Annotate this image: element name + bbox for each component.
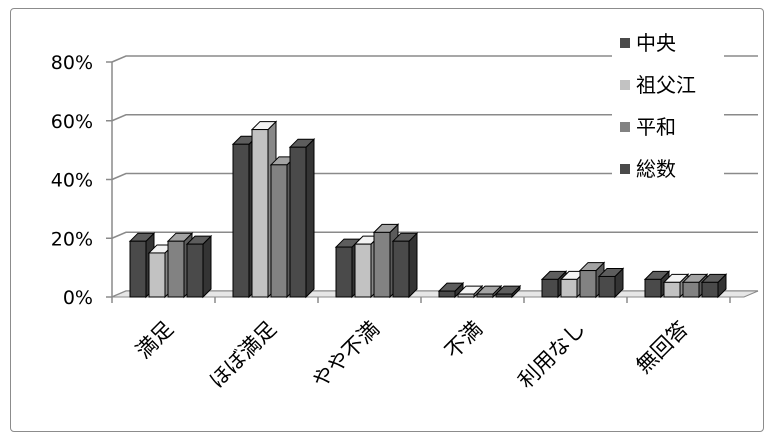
x-category-label: 満足 (131, 317, 178, 364)
legend-background (612, 28, 724, 200)
gridline (111, 231, 758, 239)
x-category-label: ほぼ満足 (205, 317, 281, 393)
bar-side (202, 234, 212, 299)
legend-swatch (620, 164, 630, 174)
bar (166, 231, 194, 299)
x-category-label: 無回答 (632, 317, 694, 379)
x-category-label: 不満 (440, 317, 487, 364)
bar-front (167, 240, 185, 298)
bar-front (354, 243, 372, 298)
legend-label: 祖父江 (636, 73, 696, 97)
bar-front (129, 240, 147, 298)
legend-swatch (620, 122, 630, 132)
bar-front (373, 231, 391, 298)
legend-item: 中央 (620, 31, 676, 55)
y-tick-label: 20% (51, 228, 93, 250)
bar (494, 284, 522, 299)
x-category-label: やや不満 (308, 317, 384, 393)
y-tick-label: 40% (51, 170, 93, 192)
bar (681, 273, 709, 299)
bar-front (579, 270, 597, 298)
bar-front (270, 164, 288, 298)
y-tick-label: 0% (63, 287, 93, 309)
bar-side (305, 137, 315, 299)
bar-front (148, 252, 166, 298)
bar (185, 234, 213, 299)
bar (437, 281, 465, 299)
bar (700, 273, 728, 299)
bars (128, 120, 728, 299)
bar (391, 231, 419, 299)
gridline (111, 172, 758, 181)
legend-item: 平和 (620, 115, 676, 139)
bar-front (644, 278, 662, 298)
axis-labels: 0% 20% 40% 60% 80% 満足 ほぼ満足 やや不満 不満 利用なし 無回答 (51, 52, 693, 393)
bar-side (408, 231, 418, 299)
bar (288, 137, 316, 299)
legend-item: 祖父江 (620, 73, 696, 97)
legend-label: 中央 (636, 31, 676, 55)
y-tick-label: 80% (51, 52, 93, 74)
bar-front (186, 243, 204, 298)
bar-front (392, 240, 410, 298)
bar-front (335, 246, 353, 298)
gridline (111, 55, 758, 63)
bar-front (598, 275, 616, 298)
bar-front (251, 129, 269, 298)
bar-front (457, 293, 475, 298)
legend-label: 総数 (636, 157, 676, 181)
x-category-label: 利用なし (514, 317, 590, 393)
legend-swatch (620, 38, 630, 48)
bar-front (682, 281, 700, 298)
bar-front (438, 290, 456, 298)
bar-front (560, 278, 578, 298)
legend-item: 総数 (620, 157, 676, 181)
legend-label: 平和 (636, 115, 676, 139)
bar (475, 284, 503, 299)
y-tick-label: 60% (51, 111, 93, 133)
bar-front (232, 143, 250, 298)
bar (597, 267, 625, 299)
bar-front (663, 281, 681, 298)
bar-front (289, 146, 307, 298)
bar-front (701, 281, 719, 298)
legend-swatch (620, 80, 630, 90)
bar-front (541, 278, 559, 298)
bar-front (476, 293, 494, 298)
gridline (111, 114, 758, 122)
bar-front (495, 293, 513, 298)
